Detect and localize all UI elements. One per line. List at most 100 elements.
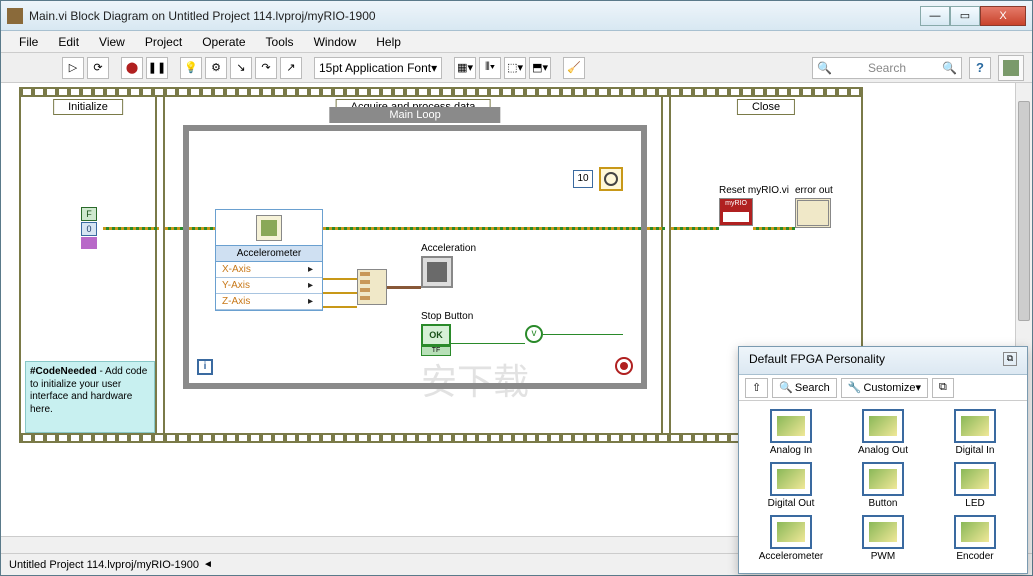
wire-stop2 xyxy=(543,334,623,335)
palette-search-button[interactable]: 🔍 Search xyxy=(772,378,837,398)
accel-ind-label: Acceleration xyxy=(421,243,476,254)
wire-x xyxy=(323,278,357,280)
acceleration-indicator[interactable]: Acceleration xyxy=(421,243,476,288)
menu-help[interactable]: Help xyxy=(368,33,409,51)
err-thru xyxy=(323,227,641,230)
reorder-button[interactable]: ⬒▾ xyxy=(529,57,551,79)
pal-pwm[interactable]: PWM xyxy=(843,515,923,562)
pause-button[interactable]: ❚❚ xyxy=(146,57,168,79)
wait-clock-icon[interactable] xyxy=(599,167,623,191)
palette-up-button[interactable]: ⇧ xyxy=(745,378,768,398)
pal-led[interactable]: LED xyxy=(935,462,1015,509)
run-cont-button[interactable]: ⟳ xyxy=(87,57,109,79)
align-button[interactable]: ▦▾ xyxy=(454,57,476,79)
step-over-button[interactable]: ↷ xyxy=(255,57,277,79)
step-out-button[interactable]: ↗ xyxy=(280,57,302,79)
palette-titlebar[interactable]: Default FPGA Personality ⧉ xyxy=(739,347,1027,375)
accel-icon xyxy=(216,210,322,246)
filmstrip-bottom xyxy=(19,433,863,443)
accel-y[interactable]: Y-Axis▸ xyxy=(216,278,322,294)
distribute-button[interactable]: ⫴▾ xyxy=(479,57,501,79)
menu-view[interactable]: View xyxy=(91,33,133,51)
palette-detach-button[interactable]: ⧉ xyxy=(932,378,954,398)
digital-out-icon xyxy=(770,462,812,496)
search-input[interactable]: 🔍 Search🔍 xyxy=(812,57,962,79)
reset-myrio-vi[interactable]: Reset myRIO.vi myRIO xyxy=(719,185,789,226)
menu-tools[interactable]: Tools xyxy=(258,33,302,51)
menu-window[interactable]: Window xyxy=(306,33,365,51)
wait-constant[interactable]: 10 xyxy=(573,170,593,188)
frame-acquire[interactable]: Acquire and process data Main Loop Accel… xyxy=(163,97,663,433)
errout-icon xyxy=(795,198,831,228)
stop-button-control[interactable]: Stop Button OK TF xyxy=(421,311,473,356)
highlight-button[interactable]: 💡 xyxy=(180,57,202,79)
pal-analog-out[interactable]: Analog Out xyxy=(843,409,923,456)
abort-button[interactable]: ⬤ xyxy=(121,57,143,79)
scroll-thumb[interactable] xyxy=(1018,101,1030,321)
pal-digital-out[interactable]: Digital Out xyxy=(751,462,831,509)
pal-analog-in[interactable]: Analog In xyxy=(751,409,831,456)
while-loop[interactable]: Main Loop Accelerometer X-Axis▸ Y-Axis▸ … xyxy=(183,125,647,389)
pal-encoder[interactable]: Encoder xyxy=(935,515,1015,562)
wire-z xyxy=(323,306,357,308)
or-node[interactable]: v xyxy=(525,325,543,343)
accel-x[interactable]: X-Axis▸ xyxy=(216,262,322,278)
error-out-indicator[interactable]: error out xyxy=(795,185,833,228)
palette-pin-button[interactable]: ⧉ xyxy=(1003,352,1017,366)
titlebar[interactable]: Main.vi Block Diagram on Untitled Projec… xyxy=(1,1,1032,31)
palette-toggle-button[interactable] xyxy=(998,55,1024,81)
code-needed-note[interactable]: #CodeNeeded - Add code to initialize you… xyxy=(25,361,155,433)
stop-label: Stop Button xyxy=(421,311,473,322)
functions-palette[interactable]: Default FPGA Personality ⧉ ⇧ 🔍 Search 🔧 … xyxy=(738,346,1028,574)
frame-label: Initialize xyxy=(53,99,123,115)
accel-title: Accelerometer xyxy=(216,246,322,262)
false-constant[interactable]: F xyxy=(81,207,97,221)
palette-grid: Analog In Analog Out Digital In Digital … xyxy=(739,401,1027,570)
init-constants[interactable]: F 0 xyxy=(81,207,103,251)
minimize-button[interactable]: — xyxy=(920,6,950,26)
palette-title: Default FPGA Personality xyxy=(749,352,885,369)
error-wire-left xyxy=(165,227,183,230)
cleanup-button[interactable]: 🧹 xyxy=(563,57,585,79)
resize-button[interactable]: ⬚▾ xyxy=(504,57,526,79)
palette-toolbar: ⇧ 🔍 Search 🔧 Customize▾ ⧉ xyxy=(739,375,1027,401)
font-selector[interactable]: 15pt Application Font ▾ xyxy=(314,57,442,79)
run-button[interactable]: ▷ xyxy=(62,57,84,79)
accel-z[interactable]: Z-Axis▸ xyxy=(216,294,322,310)
wire-stop xyxy=(451,343,525,344)
menubar: File Edit View Project Operate Tools Win… xyxy=(1,31,1032,53)
app-icon xyxy=(7,8,23,24)
retain-button[interactable]: ⚙ xyxy=(205,57,227,79)
analog-in-icon xyxy=(770,409,812,443)
help-button[interactable]: ? xyxy=(969,57,991,79)
pal-digital-in[interactable]: Digital In xyxy=(935,409,1015,456)
bundle-node[interactable] xyxy=(357,269,387,305)
pal-button[interactable]: Button xyxy=(843,462,923,509)
window-buttons: — ▭ X xyxy=(920,6,1026,26)
loop-condition[interactable] xyxy=(615,357,633,375)
menu-project[interactable]: Project xyxy=(137,33,190,51)
step-into-button[interactable]: ↘ xyxy=(230,57,252,79)
digital-in-icon xyxy=(954,409,996,443)
err-wire-a xyxy=(671,227,719,230)
window-title: Main.vi Block Diagram on Untitled Projec… xyxy=(29,9,920,23)
status-arrow[interactable]: ◄ xyxy=(203,559,213,570)
palette-customize-button[interactable]: 🔧 Customize▾ xyxy=(841,378,928,398)
accelerometer-node[interactable]: Accelerometer X-Axis▸ Y-Axis▸ Z-Axis▸ xyxy=(215,209,323,311)
zero-constant[interactable]: 0 xyxy=(81,222,97,236)
error-wire-right xyxy=(647,227,665,230)
err-in xyxy=(189,227,215,230)
menu-operate[interactable]: Operate xyxy=(194,33,253,51)
button-icon xyxy=(862,462,904,496)
pal-accel[interactable]: Accelerometer xyxy=(751,515,831,562)
maximize-button[interactable]: ▭ xyxy=(950,6,980,26)
menu-edit[interactable]: Edit xyxy=(50,33,87,51)
iteration-terminal[interactable]: i xyxy=(197,359,213,375)
flat-sequence[interactable]: Initialize F 0 #CodeNeeded - Add code to… xyxy=(19,87,863,443)
menu-file[interactable]: File xyxy=(11,33,46,51)
cluster-constant[interactable] xyxy=(81,237,97,249)
frame-initialize[interactable]: Initialize F 0 #CodeNeeded - Add code to… xyxy=(19,97,157,433)
close-button[interactable]: X xyxy=(980,6,1026,26)
wait-ms[interactable]: 10 xyxy=(573,167,623,191)
accel-icon xyxy=(770,515,812,549)
